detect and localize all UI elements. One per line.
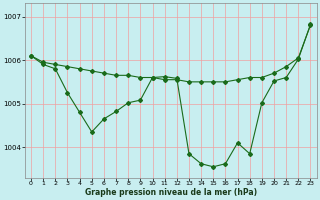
X-axis label: Graphe pression niveau de la mer (hPa): Graphe pression niveau de la mer (hPa) <box>85 188 257 197</box>
